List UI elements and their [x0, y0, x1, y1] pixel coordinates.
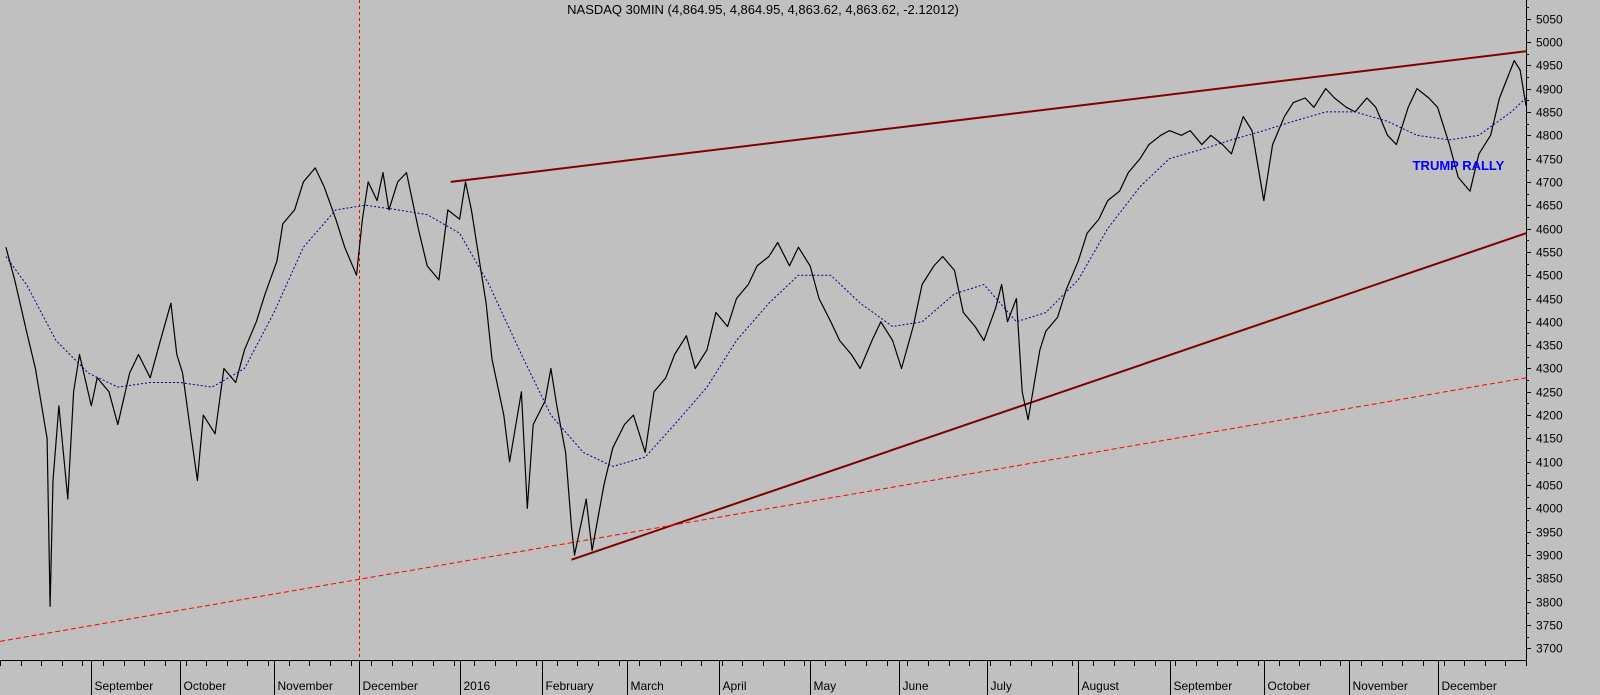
x-tick-label: 2016: [464, 679, 491, 693]
x-tick-label: April: [723, 679, 747, 693]
x-tick-label: November: [1353, 679, 1408, 693]
y-tick-label: 4550: [1536, 246, 1563, 260]
y-tick-label: 4950: [1536, 59, 1563, 73]
x-tick-label: September: [95, 679, 154, 693]
x-axis: September October November December 2016 Febr…: [0, 660, 1527, 695]
x-tick-label: July: [991, 679, 1012, 693]
x-tick-label: May: [814, 679, 837, 693]
trendline: [571, 232, 1527, 561]
y-tick-label: 4800: [1536, 129, 1563, 143]
y-tick-label: 4750: [1536, 153, 1563, 167]
series-lines: [5, 59, 1527, 608]
y-tick-label: 5000: [1536, 36, 1563, 50]
y-tick-label: 4300: [1536, 362, 1563, 376]
y-tick-label: 4250: [1536, 386, 1563, 400]
y-tick-label: 4900: [1536, 83, 1563, 97]
y-tick-label: 4350: [1536, 339, 1563, 353]
y-tick-label: 4150: [1536, 432, 1563, 446]
y-tick-label: 3750: [1536, 619, 1563, 633]
y-tick-label: 4100: [1536, 456, 1563, 470]
y-axis: 3700 3750 3800 3850 3900 3950 4000 4050 4100 4150…: [1526, 0, 1600, 695]
x-tick-label: December: [1442, 679, 1497, 693]
annotation-text: TRUMP RALLY: [1413, 158, 1505, 173]
y-tick-label: 4000: [1536, 502, 1563, 516]
y-tick-label: 4650: [1536, 199, 1563, 213]
x-tick-label: November: [278, 679, 333, 693]
y-tick-label: 4050: [1536, 479, 1563, 493]
trendlines: [0, 0, 1527, 660]
y-tick-label: 4600: [1536, 223, 1563, 237]
trendline: [0, 377, 1527, 642]
y-tick-label: 3800: [1536, 596, 1563, 610]
y-tick-label: 4450: [1536, 293, 1563, 307]
y-axis-panel: [1526, 0, 1600, 695]
x-tick-label: February: [546, 679, 594, 693]
y-tick-label: 3850: [1536, 572, 1563, 586]
y-tick-label: 3700: [1536, 642, 1563, 656]
x-tick-label: October: [1268, 679, 1311, 693]
x-tick-label: September: [1174, 679, 1233, 693]
x-tick-label: June: [903, 679, 929, 693]
annotations: TRUMP RALLY: [1413, 158, 1505, 173]
trendline: [450, 50, 1527, 183]
y-tick-label: 4200: [1536, 409, 1563, 423]
y-tick-label: 3950: [1536, 526, 1563, 540]
y-tick-label: 5050: [1536, 13, 1563, 27]
y-tick-label: 4850: [1536, 106, 1563, 120]
x-tick-label: August: [1082, 679, 1120, 693]
x-tick-label: October: [184, 679, 227, 693]
y-tick-label: 4400: [1536, 316, 1563, 330]
price-line: [5, 59, 1527, 608]
moving-average-line: [5, 97, 1527, 467]
x-tick-label: December: [363, 679, 418, 693]
y-tick-label: 4500: [1536, 269, 1563, 283]
y-tick-label: 4700: [1536, 176, 1563, 190]
y-tick-label: 3900: [1536, 549, 1563, 563]
chart-title: NASDAQ 30MIN (4,864.95, 4,864.95, 4,863.…: [567, 2, 959, 17]
x-tick-label: March: [631, 679, 664, 693]
